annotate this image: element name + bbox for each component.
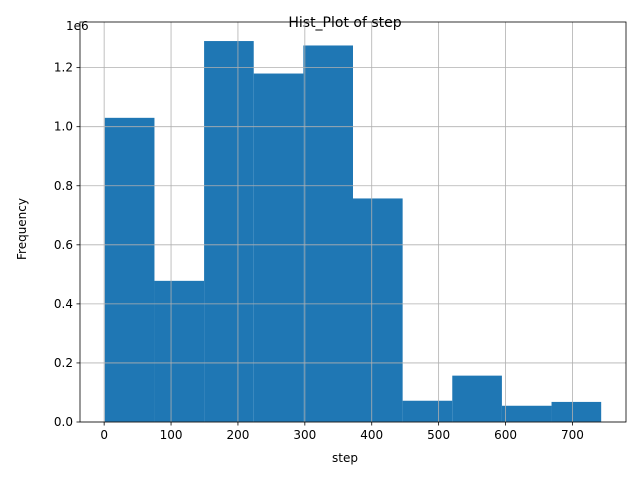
histogram-bar-7 — [402, 400, 453, 422]
y-offset-label: 1e6 — [66, 19, 89, 33]
y-tick-label-3: 0.6 — [54, 238, 73, 252]
x-axis-title: step — [332, 451, 358, 465]
x-tick-label-6: 600 — [494, 428, 517, 442]
x-tick-label-3: 300 — [293, 428, 316, 442]
x-tick-label-2: 200 — [226, 428, 249, 442]
y-tick-label-2: 0.4 — [54, 297, 73, 311]
histogram-bar-9 — [501, 405, 552, 422]
chart-title: Hist_Plot of step — [288, 15, 401, 31]
x-tick-label-5: 500 — [427, 428, 450, 442]
y-tick-label-6: 1.2 — [54, 61, 73, 75]
x-tick-label-7: 700 — [561, 428, 584, 442]
x-tick-label-0: 0 — [100, 428, 108, 442]
histogram-bar-2 — [154, 280, 205, 422]
histogram-bar-8 — [452, 375, 502, 422]
y-tick-label-0: 0.0 — [54, 415, 73, 429]
histogram-bar-4 — [253, 73, 304, 423]
histogram-bar-10 — [551, 401, 602, 422]
y-tick-label-1: 0.2 — [54, 356, 73, 370]
plot-area: 0 100 200 300 400 500 600 700 0.0 0.2 0.4 0.6 0.8 1.0… — [54, 21, 627, 442]
histogram-bar-5 — [303, 45, 353, 423]
y-axis-title: Frequency — [15, 198, 29, 260]
histogram-bar-3 — [204, 41, 254, 423]
axes-frame — [79, 21, 627, 423]
histogram-bar-1 — [104, 117, 155, 422]
histogram-bar-6 — [353, 198, 403, 422]
x-tick-label-4: 400 — [360, 428, 383, 442]
y-tick-label-5: 1.0 — [54, 120, 73, 134]
y-tick-label-4: 0.8 — [54, 179, 73, 193]
x-tick-label-1: 100 — [160, 428, 183, 442]
